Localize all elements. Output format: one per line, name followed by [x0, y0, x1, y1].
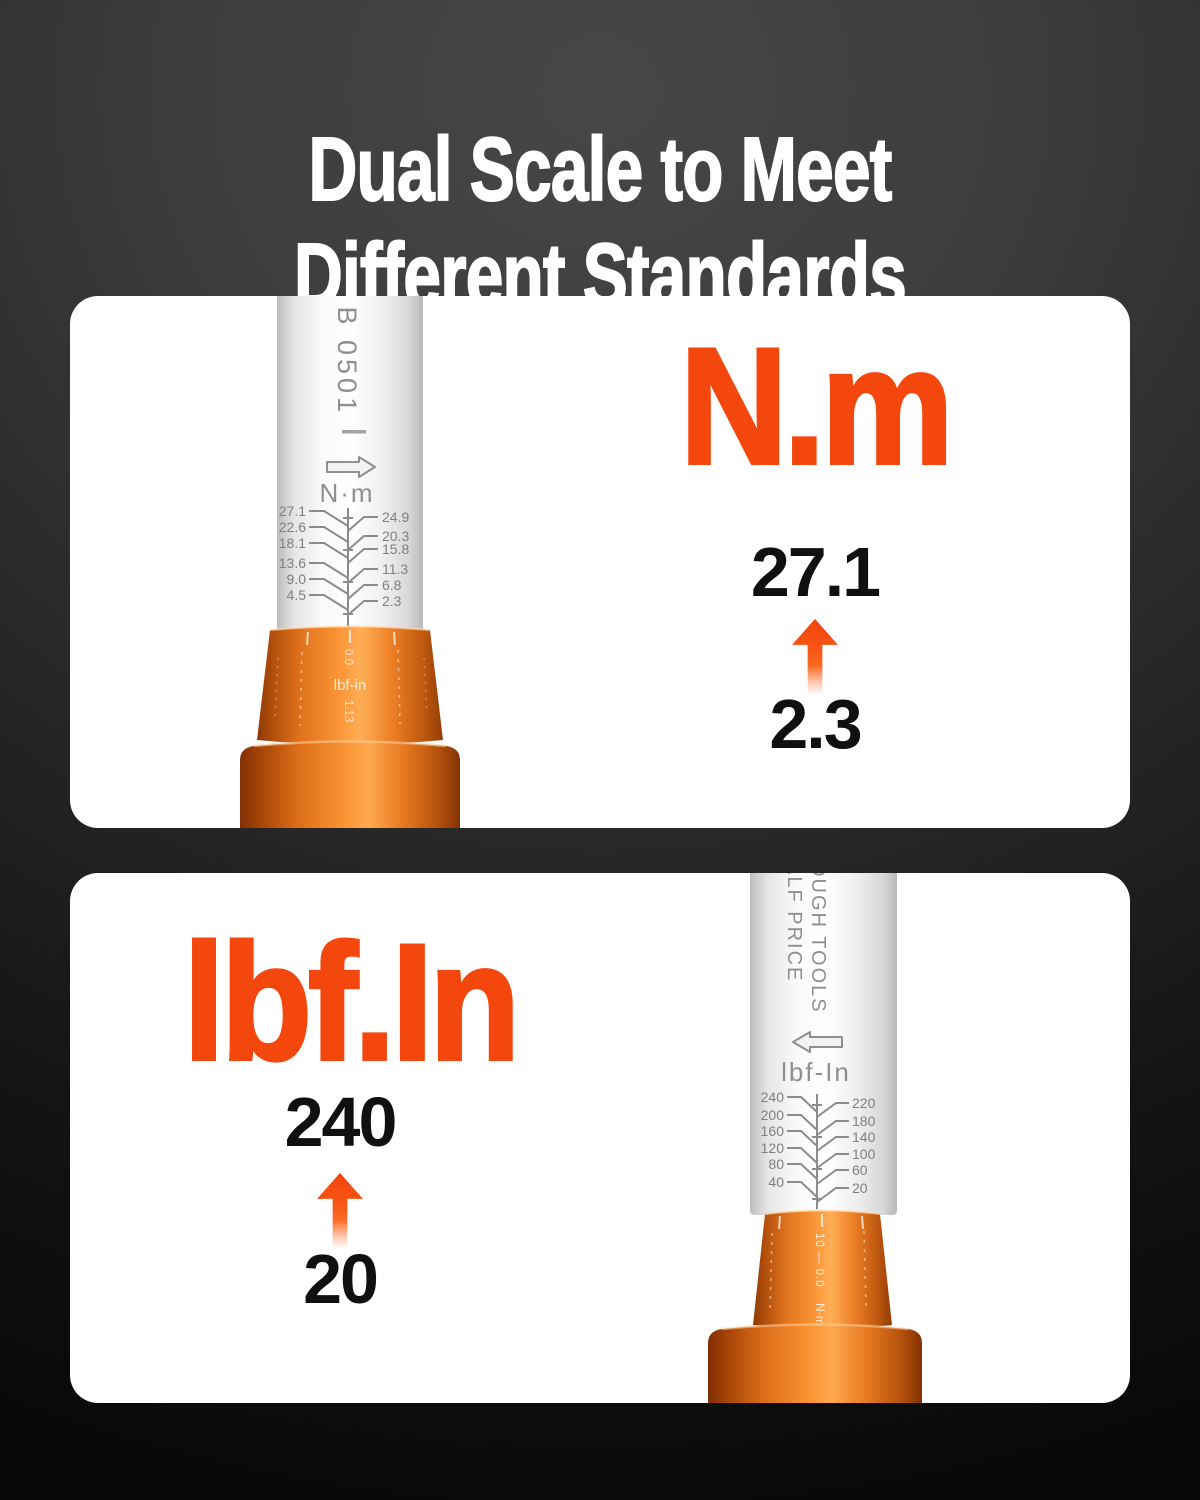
unit-label-lbfin: lbf.In — [182, 910, 522, 1094]
scale-value: 9.0 — [287, 571, 307, 587]
shaft-code-text: 5 B 0501 — [332, 296, 362, 416]
left-arrow-icon — [792, 1031, 843, 1053]
up-arrow-icon — [317, 1173, 363, 1249]
collar-top-value: 0.0 — [342, 649, 354, 665]
unit-label-nm: N.m — [678, 314, 955, 498]
max-torque-value: 27.1 — [750, 533, 881, 611]
scale-value: 200 — [761, 1107, 785, 1123]
scale-value: 22.6 — [279, 519, 306, 535]
scale-value: 27.1 — [279, 503, 306, 519]
collar-top-value: 10 — 0.0 — [813, 1233, 825, 1288]
shaft-scale: 27.1 22.6 18.1 13.6 9.0 4.5 24.9 20.3 15… — [279, 503, 409, 632]
page-title: Dual Scale to Meet Different Standards — [150, 118, 1050, 329]
scale-value: 40 — [768, 1174, 784, 1190]
wrench-collar: 0.0 lbf-in 1.13 — [257, 625, 443, 745]
collar-bottom-value: 1.13 — [342, 700, 354, 722]
shaft-unit-label: lbf-In — [781, 1057, 851, 1087]
wrench-collar: 10 — 0.0 N·m — [744, 1209, 892, 1330]
scale-value: 80 — [768, 1156, 784, 1172]
scale-value: 160 — [761, 1123, 785, 1139]
scale-value: 24.9 — [382, 509, 409, 525]
wrench-handle-base — [240, 740, 460, 828]
up-arrow-icon — [792, 619, 838, 695]
collar-unit-label: N·m — [813, 1303, 827, 1326]
scale-value: 2.3 — [382, 593, 402, 609]
scale-value: 13.6 — [279, 555, 306, 571]
scale-value: 18.1 — [279, 535, 306, 551]
scale-value: 6.8 — [382, 577, 402, 593]
wrench-handle-base — [708, 1323, 922, 1403]
scale-value: 20.3 — [382, 528, 409, 544]
scale-value: 140 — [852, 1129, 876, 1145]
min-torque-value: 20 — [303, 1240, 379, 1318]
title-line1: Dual Scale to Meet — [308, 119, 893, 221]
scale-value: 11.3 — [382, 561, 408, 577]
shaft-unit-label: N·m — [319, 478, 374, 508]
scale-value: 100 — [852, 1146, 876, 1162]
scale-value: 4.5 — [287, 587, 307, 603]
shaft-scale: 240 200 160 120 80 40 220 180 140 100 60… — [761, 1089, 876, 1209]
right-arrow-icon — [326, 456, 376, 478]
scale-value: 240 — [761, 1089, 785, 1105]
scale-value: 15.8 — [382, 541, 409, 557]
scale-value: 180 — [852, 1113, 876, 1129]
brand-text-line1: OUGH TOOLS — [807, 873, 829, 1014]
engraving-mark — [342, 430, 366, 434]
scale-value: 60 — [852, 1162, 868, 1178]
scale-value: 20 — [852, 1180, 868, 1196]
min-torque-value: 2.3 — [769, 685, 862, 763]
torque-wrench-bottom-photo: OUGH TOOLS ALF PRICE lbf-In 240 200 160 … — [708, 873, 922, 1403]
card-lbfin: OUGH TOOLS ALF PRICE lbf-In 240 200 160 … — [70, 873, 1130, 1403]
card-nm: 5 B 0501 N·m 27.1 22.6 18.1 13.6 9.0 4.5 — [70, 296, 1130, 828]
collar-unit-label: lbf-in — [334, 677, 367, 694]
brand-text-line2: ALF PRICE — [783, 873, 805, 982]
scale-value: 120 — [761, 1140, 785, 1156]
scale-value: 220 — [852, 1095, 876, 1111]
torque-wrench-top-photo: 5 B 0501 N·m 27.1 22.6 18.1 13.6 9.0 4.5 — [240, 296, 460, 828]
max-torque-value: 240 — [284, 1083, 398, 1161]
